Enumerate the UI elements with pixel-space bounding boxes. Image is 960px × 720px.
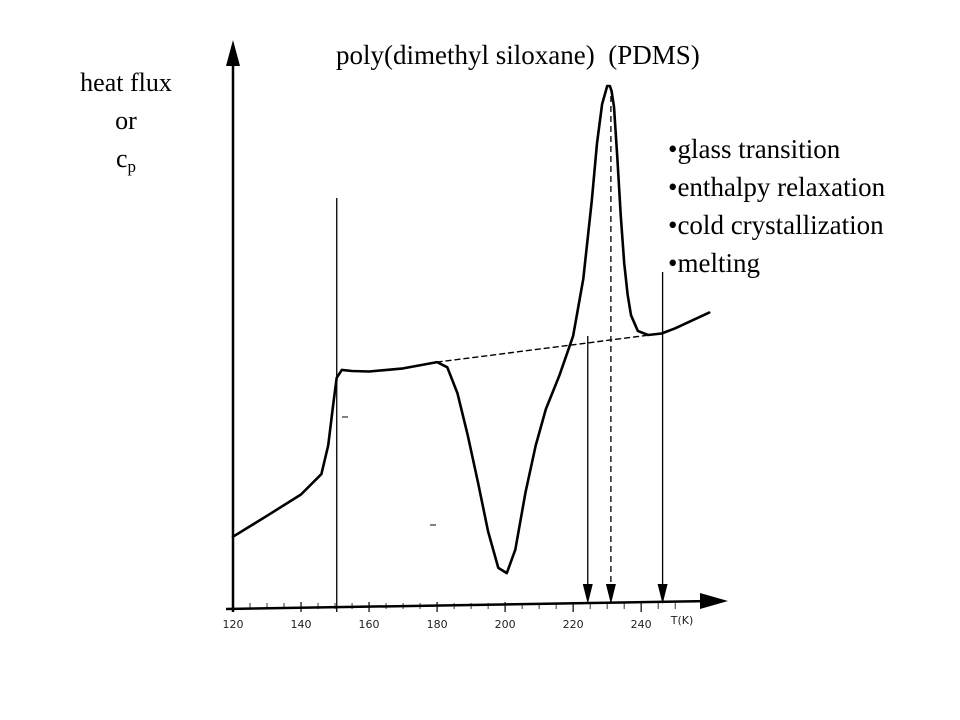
y-axis-label-line3: cp — [58, 140, 194, 186]
event-cold-crystallization: •cold crystallization — [668, 210, 884, 240]
x-tick-label: 120 — [223, 618, 244, 631]
x-tick-label: 220 — [563, 618, 584, 631]
baseline-dashed-line — [436, 332, 663, 363]
marker-arrowhead — [605, 584, 616, 604]
marker-arrowhead — [582, 584, 593, 604]
x-tick-label: 180 — [427, 618, 448, 631]
cp-subscript: p — [127, 157, 137, 176]
x-axis-label: T(K) — [670, 614, 694, 627]
marker-arrowhead — [657, 584, 668, 604]
y-axis-label-line1: heat flux — [80, 68, 172, 97]
x-tick-label: 140 — [291, 618, 312, 631]
chart-title: poly(dimethyl siloxane) (PDMS) — [336, 40, 700, 70]
y-axis-arrowhead — [226, 40, 240, 66]
x-tick-label: 240 — [631, 618, 652, 631]
x-axis-arrowhead — [700, 593, 728, 609]
event-enthalpy-relaxation: •enthalpy relaxation — [668, 172, 886, 202]
x-tick-label: 160 — [359, 618, 380, 631]
cp-symbol: c — [115, 144, 128, 173]
x-axis-line — [225, 599, 713, 611]
event-glass-transition: •glass transition — [668, 134, 841, 164]
transition-events-list: •glass transition •enthalpy relaxation •… — [668, 130, 885, 282]
y-axis-label-line2: or — [115, 106, 137, 135]
y-axis-label: heat flux or cp — [58, 64, 194, 186]
dsc-curve — [231, 84, 711, 575]
event-melting: •melting — [668, 248, 760, 278]
x-tick-label: 200 — [495, 618, 516, 631]
